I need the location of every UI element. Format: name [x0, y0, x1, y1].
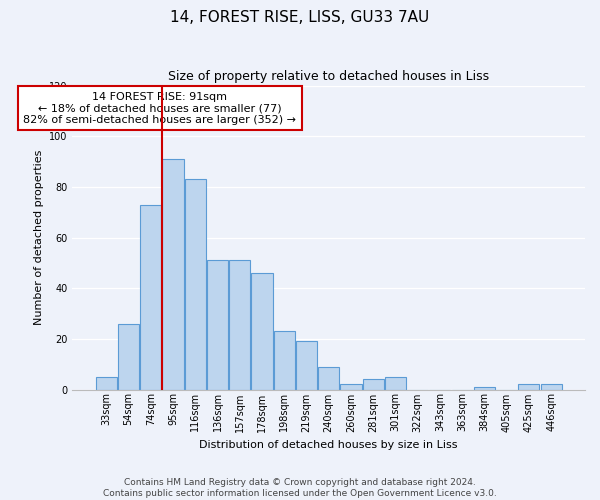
- Bar: [385, 377, 406, 390]
- Text: 14, FOREST RISE, LISS, GU33 7AU: 14, FOREST RISE, LISS, GU33 7AU: [170, 10, 430, 25]
- Bar: [474, 387, 495, 390]
- Bar: [229, 260, 250, 390]
- Bar: [340, 384, 362, 390]
- Bar: [207, 260, 228, 390]
- Text: 14 FOREST RISE: 91sqm
← 18% of detached houses are smaller (77)
82% of semi-deta: 14 FOREST RISE: 91sqm ← 18% of detached …: [23, 92, 296, 125]
- Bar: [118, 324, 139, 390]
- Y-axis label: Number of detached properties: Number of detached properties: [34, 150, 44, 325]
- Bar: [541, 384, 562, 390]
- Text: Contains HM Land Registry data © Crown copyright and database right 2024.
Contai: Contains HM Land Registry data © Crown c…: [103, 478, 497, 498]
- Bar: [251, 273, 272, 390]
- Bar: [518, 384, 539, 390]
- X-axis label: Distribution of detached houses by size in Liss: Distribution of detached houses by size …: [199, 440, 458, 450]
- Bar: [274, 332, 295, 390]
- Bar: [96, 377, 117, 390]
- Bar: [163, 159, 184, 390]
- Bar: [362, 380, 384, 390]
- Bar: [140, 204, 161, 390]
- Bar: [185, 180, 206, 390]
- Bar: [318, 366, 339, 390]
- Bar: [296, 342, 317, 390]
- Title: Size of property relative to detached houses in Liss: Size of property relative to detached ho…: [168, 70, 489, 83]
